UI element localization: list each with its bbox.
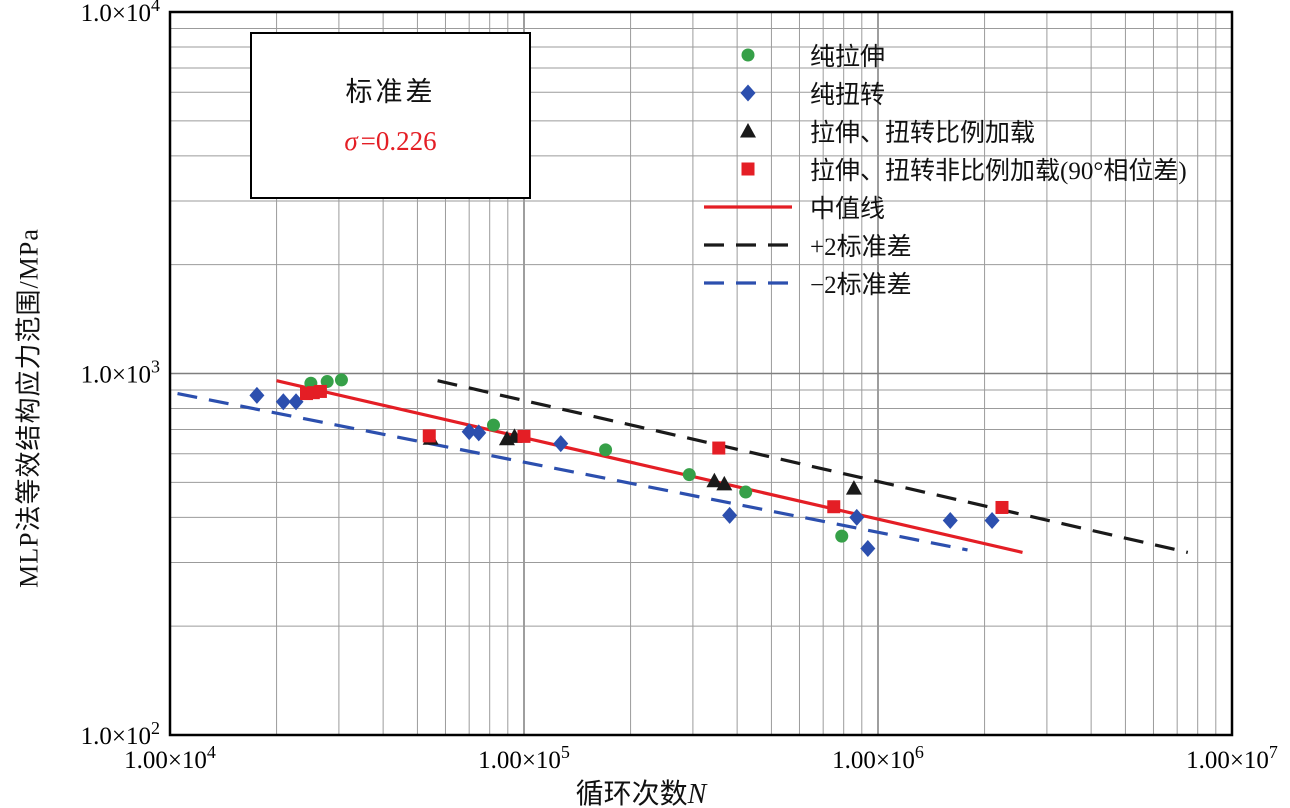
pure-tension-point: [320, 375, 334, 389]
pure-torsion-point: [849, 508, 865, 526]
pure-torsion-point: [471, 424, 487, 442]
legend-item-median-line: 中值线: [702, 188, 1187, 226]
pure-tension-point: [835, 529, 849, 543]
y-tick-label: 1.0×102: [81, 718, 160, 750]
sigma-symbol: σ: [344, 126, 358, 156]
diamond-marker-icon: [702, 80, 794, 106]
pure-torsion-point: [461, 423, 477, 441]
pure-torsion-point: [860, 540, 876, 558]
nonproportional-loading-point: [827, 500, 841, 514]
legend-label: +2标准差: [810, 234, 912, 261]
y-axis-title: MLP法等效结构应力范围/MPa: [14, 228, 44, 588]
stddev-annotation-box: 标准差 σ =0.226: [250, 32, 531, 199]
legend: 纯拉伸纯扭转拉伸、扭转比例加载拉伸、扭转非比例加载(90°相位差) 中值线 +2标准…: [702, 36, 1187, 302]
nonproportional-loading-point: [712, 441, 726, 455]
legend-label: 拉伸、扭转比例加载: [810, 120, 1036, 147]
minus-2-sigma-line: [177, 391, 968, 552]
nonproportional-loading-point: [517, 429, 531, 443]
pure-torsion-point: [275, 393, 291, 411]
pure-torsion-point: [984, 512, 1000, 530]
triangle-marker-icon: [702, 118, 794, 144]
pure-tension-point: [486, 418, 500, 432]
legend-label: 拉伸、扭转非比例加载(90°相位差): [810, 158, 1187, 185]
x-axis-title-variable: N: [687, 779, 707, 808]
pure-tension-point: [599, 443, 613, 457]
proportional-loading-point: [716, 475, 733, 491]
pure-torsion-point: [553, 435, 569, 453]
square-marker-icon: [702, 156, 794, 182]
sigma-number: =0.226: [360, 126, 437, 156]
nonproportional-loading-point: [995, 500, 1009, 514]
median-line: [276, 379, 1023, 554]
y-tick-label: 1.0×104: [81, 0, 160, 27]
pure-tension-point: [334, 373, 348, 387]
legend-item-proportional-loading: 拉伸、扭转比例加载: [702, 112, 1187, 150]
x-tick-label: 1.00×104: [124, 742, 216, 774]
x-axis-title: 循环次数N: [0, 772, 1282, 808]
proportional-loading-point: [706, 472, 723, 488]
legend-label: −2标准差: [810, 272, 912, 299]
nonproportional-loading-point: [313, 384, 327, 398]
pure-torsion-point: [942, 512, 958, 530]
series-nonproportional-loading: [300, 384, 1009, 514]
legend-label: 纯扭转: [810, 82, 886, 109]
plot-border: [168, 10, 1234, 737]
legend-item-pure-torsion: 纯扭转: [702, 74, 1187, 112]
pure-tension-point: [682, 468, 696, 482]
pure-torsion-point: [722, 506, 738, 524]
pure-torsion-point: [249, 386, 265, 404]
x-axis-title-text: 循环次数: [575, 779, 688, 808]
legend-label: 中值线: [810, 196, 886, 223]
minus-2-sigma-line-icon: [702, 270, 794, 296]
stddev-title: 标准差: [345, 77, 436, 107]
stddev-value: σ =0.226: [252, 126, 529, 157]
legend-item-nonproportional-loading: 拉伸、扭转非比例加载(90°相位差): [702, 150, 1187, 188]
x-tick-label: 1.00×106: [832, 742, 924, 774]
pure-torsion-point: [288, 393, 304, 411]
circle-marker-icon: [702, 42, 794, 68]
legend-item-plus-2-sigma-line: +2标准差: [702, 226, 1187, 264]
x-tick-label: 1.00×107: [1186, 742, 1278, 774]
series-pure-torsion: [249, 386, 1000, 558]
median-line-icon: [702, 194, 794, 220]
x-tick-label: 1.00×105: [478, 742, 570, 774]
nonproportional-loading-point: [422, 429, 436, 443]
legend-item-minus-2-sigma-line: −2标准差: [702, 264, 1187, 302]
plus-2-sigma-line-icon: [702, 232, 794, 258]
legend-item-pure-tension: 纯拉伸: [702, 36, 1187, 74]
plus-2-sigma-line: [437, 379, 1189, 554]
proportional-loading-point: [845, 480, 862, 495]
pure-tension-point: [739, 485, 753, 499]
y-tick-label: 1.0×103: [81, 357, 160, 389]
series-pure-tension: [304, 373, 849, 543]
legend-label: 纯拉伸: [810, 44, 886, 71]
